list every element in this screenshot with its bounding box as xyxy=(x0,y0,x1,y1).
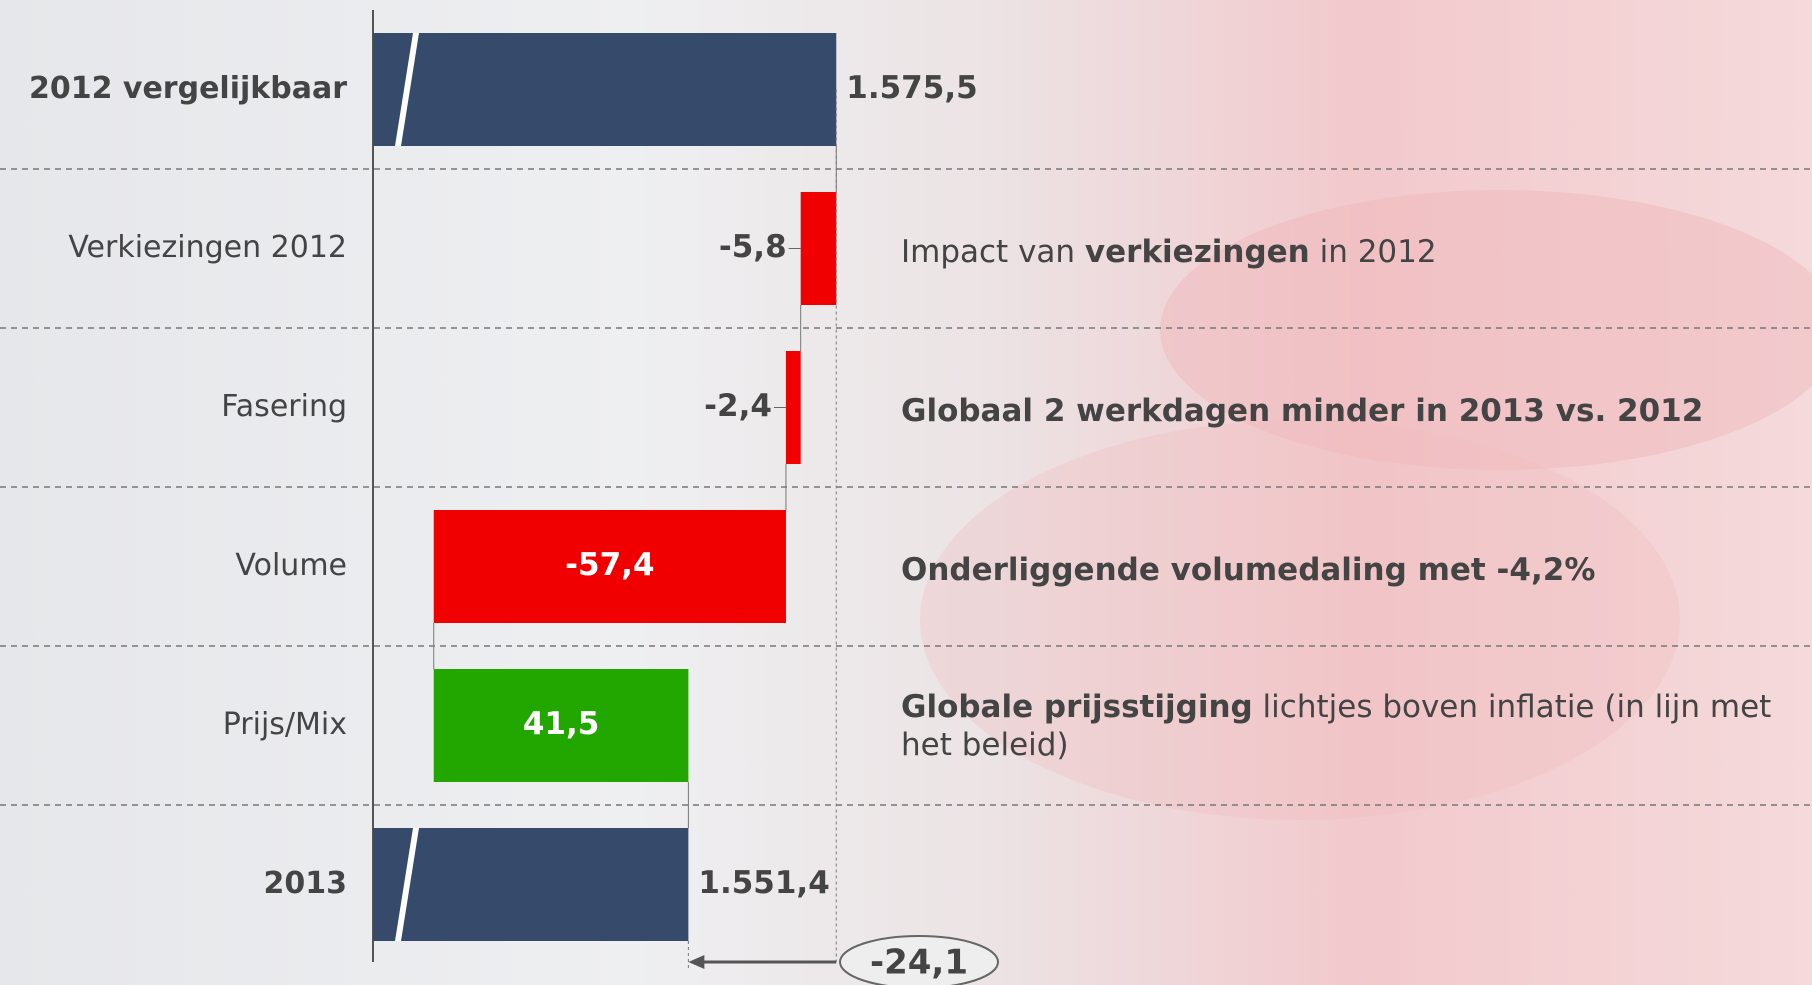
value-label: -2,4 xyxy=(704,388,772,424)
category-label: Verkiezingen 2012 xyxy=(68,230,347,265)
comment: Impact van verkiezingen in 2012 xyxy=(901,233,1806,271)
value-label: -57,4 xyxy=(565,547,654,583)
comment-text: verkiezingen xyxy=(1084,233,1310,270)
category-label: Fasering xyxy=(221,389,347,424)
change-badge xyxy=(839,935,999,985)
value-label: 41,5 xyxy=(523,706,600,742)
bar xyxy=(433,510,786,623)
comment-text: Globale prijsstijging xyxy=(901,688,1253,725)
category-label: Prijs/Mix xyxy=(223,707,347,742)
change-label: -24,1 xyxy=(870,943,968,983)
bar xyxy=(785,351,801,464)
bar xyxy=(800,192,837,305)
bar xyxy=(373,828,689,941)
value-label: 1.551,4 xyxy=(698,865,829,901)
comment: Globale prijsstijging lichtjes boven inf… xyxy=(901,688,1806,764)
category-label: Volume xyxy=(235,548,347,583)
comment-text: Onderliggende volumedaling met -4,2% xyxy=(901,551,1596,588)
comment-text: Globaal 2 werkdagen minder in 2013 vs. 2… xyxy=(901,392,1704,429)
value-label: -5,8 xyxy=(719,229,787,265)
axis-break xyxy=(395,33,419,146)
arrow-head xyxy=(688,955,705,969)
background-shape xyxy=(1160,190,1812,470)
background-shape xyxy=(920,420,1680,820)
comment-text: in 2012 xyxy=(1309,233,1437,270)
comment-text: Impact van xyxy=(901,233,1085,270)
comment: Globaal 2 werkdagen minder in 2013 vs. 2… xyxy=(901,392,1806,430)
category-label: 2012 vergelijkbaar xyxy=(29,71,347,106)
bar xyxy=(373,33,837,146)
bar xyxy=(433,669,689,782)
category-label: 2013 xyxy=(264,866,348,901)
axis-break xyxy=(395,828,419,941)
comment-text: lichtjes boven inflatie (in lijn met het… xyxy=(901,688,1772,763)
comment: Onderliggende volumedaling met -4,2% xyxy=(901,551,1806,589)
value-label: 1.575,5 xyxy=(846,70,977,106)
